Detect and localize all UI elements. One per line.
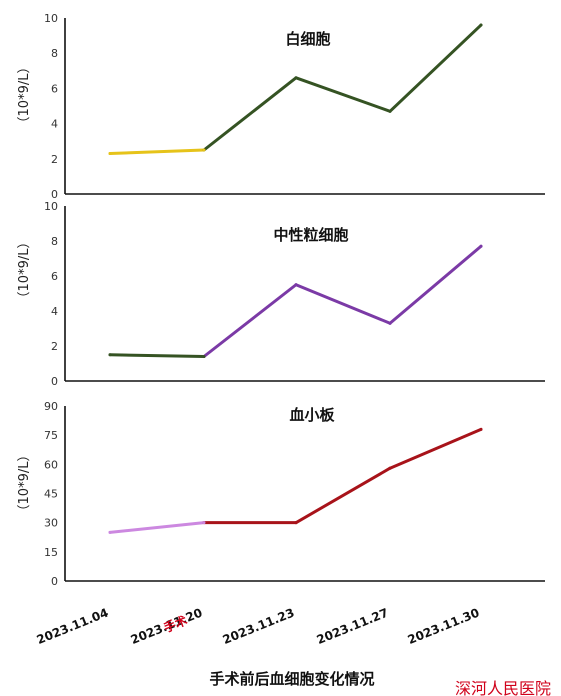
y-tick-label: 10: [44, 12, 58, 25]
chart-title: 中性粒细胞: [273, 226, 348, 244]
data-point: [388, 321, 392, 325]
data-point: [202, 521, 206, 525]
x-tick-label: 2023.11.04: [35, 606, 111, 647]
y-tick-label: 0: [51, 375, 58, 388]
chart-title: 白细胞: [285, 30, 330, 48]
data-point: [294, 76, 298, 80]
y-tick-label: 4: [51, 118, 58, 131]
series-line-segment: [108, 521, 206, 534]
data-point: [202, 355, 206, 358]
data-point: [479, 244, 483, 248]
y-tick-label: 90: [44, 400, 58, 413]
y-tick-label: 0: [51, 575, 58, 588]
y-tick-label: 10: [44, 200, 58, 213]
y-tick-label: 30: [44, 517, 58, 530]
series-line-segment: [388, 244, 483, 325]
series-line-segment: [202, 283, 298, 358]
series-line-segment: [294, 283, 392, 325]
chart-panel-1: 0 2 4 6 8 10 （10*9/L） 白细胞: [17, 12, 545, 201]
chart-panel-2: 0 2 4 6 8 10 （10*9/L） 中性粒细胞: [17, 200, 545, 388]
y-tick-label: 45: [44, 488, 58, 501]
data-point: [108, 353, 112, 357]
y-tick-label: 60: [44, 458, 58, 471]
chart-panel-3: 0 15 30 45 60 75 90 （10*9/L） 血小板: [17, 400, 545, 588]
y-tick-label: 4: [51, 305, 58, 318]
x-tick-label: 2023.11.23: [221, 606, 297, 647]
data-point: [202, 148, 206, 152]
y-tick-label: 0: [51, 188, 58, 201]
y-axis-label: （10*9/L）: [17, 449, 32, 518]
y-tick-label: 8: [51, 47, 58, 60]
data-point: [388, 466, 392, 470]
y-axis-label: （10*9/L）: [17, 61, 32, 130]
x-tick-label: 2023.11.27: [315, 606, 391, 647]
data-point: [294, 283, 298, 287]
y-tick-label: 75: [44, 429, 58, 442]
x-axis-labels: 2023.11.04 2023.11.20 2023.11.23 2023.11.27…: [35, 606, 482, 647]
x-tick-label: 2023.11.30: [406, 606, 482, 647]
data-point: [479, 23, 483, 27]
series-line-segment: [294, 466, 392, 525]
series-line-segment: [388, 23, 483, 113]
y-tick-label: 6: [51, 270, 58, 283]
y-tick-label: 6: [51, 82, 58, 95]
data-point: [388, 109, 392, 113]
series-line-segment: [108, 353, 206, 358]
chart-title: 血小板: [289, 406, 335, 424]
y-tick-label: 8: [51, 235, 58, 248]
series-line-segment: [202, 76, 298, 152]
y-tick-label: 2: [51, 153, 58, 166]
series-line-segment: [108, 148, 206, 156]
data-point: [108, 530, 112, 534]
series-line-segment: [388, 427, 483, 470]
y-tick-label: 15: [44, 546, 58, 559]
series-line-segment: [294, 76, 392, 113]
data-point: [479, 427, 483, 431]
data-point: [294, 521, 298, 525]
data-point: [108, 152, 112, 156]
y-tick-label: 2: [51, 340, 58, 353]
y-axis-label: （10*9/L）: [17, 236, 32, 305]
figure-title: 手术前后血细胞变化情况: [209, 670, 374, 688]
watermark-text: 深河人民医院: [455, 679, 551, 696]
